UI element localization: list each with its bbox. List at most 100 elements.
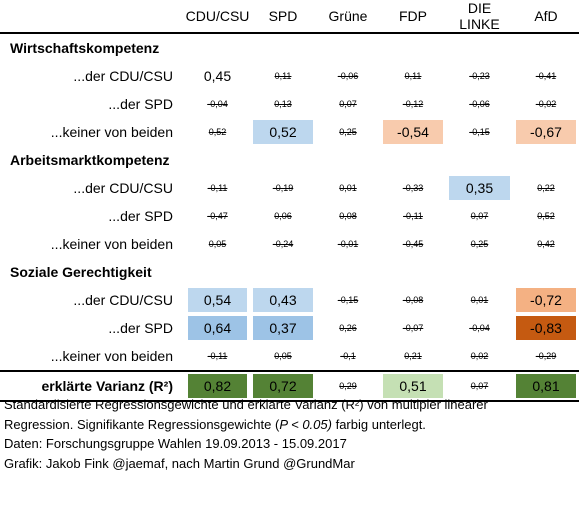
- row-die-linke-cell: -0,04: [446, 314, 513, 342]
- value-fill: -0,83: [516, 316, 576, 340]
- row-label: ...der CDU/CSU: [73, 68, 173, 84]
- table-row: ...der SPD -0,04 0,13 0,07 -0,12 -0,06 -0,02: [0, 90, 579, 118]
- non-significant-value: 0,01: [339, 183, 357, 193]
- table-row: ...keiner von beiden 0,05 -0,24 -0,01 -0,45 0…: [0, 230, 579, 258]
- row-cdu-csu-cell: 0,64: [185, 314, 250, 342]
- value-fill: 0,82: [188, 374, 247, 398]
- row-cdu-csu-cell: -0,11: [185, 174, 250, 202]
- significant-value: -0,54: [397, 124, 429, 140]
- value-fill: 0,11: [253, 64, 313, 88]
- non-significant-value: 0,25: [339, 127, 357, 137]
- value-fill: 0,29: [319, 374, 377, 398]
- row-fdp-cell: 0,11: [380, 62, 446, 90]
- header-afd: AfD: [513, 0, 579, 34]
- row-fdp-cell: -0,54: [380, 118, 446, 146]
- non-significant-value: -0,11: [403, 211, 423, 221]
- non-significant-value: -0,45: [402, 239, 424, 249]
- row-afd-cell: -0,67: [513, 118, 579, 146]
- row-spd-cell: 0,13: [250, 90, 316, 118]
- value-fill: 0,01: [449, 288, 510, 312]
- row-afd-cell: -0,41: [513, 62, 579, 90]
- value-fill: 0,07: [449, 374, 510, 398]
- figure-caption: Standardisierte Regressionsgewichte und …: [4, 395, 488, 473]
- row-gruene-cell: 0,07: [316, 90, 380, 118]
- row-afd-cell: 0,52: [513, 202, 579, 230]
- row-gruene-cell: 0,26: [316, 314, 380, 342]
- significant-value: 0,37: [269, 320, 297, 336]
- non-significant-value: -0,08: [402, 295, 424, 305]
- row-afd-cell: -0,83: [513, 314, 579, 342]
- table-row: ...der SPD -0,47 0,06 0,08 -0,11 0,07 0,52: [0, 202, 579, 230]
- non-significant-value: -0,24: [272, 239, 294, 249]
- value-fill: -0,72: [516, 288, 576, 312]
- non-significant-value: 0,42: [537, 239, 555, 249]
- non-significant-value: -0,11: [207, 183, 228, 193]
- value-fill: -0,45: [383, 232, 443, 256]
- value-fill: -0,24: [253, 232, 313, 256]
- value-fill: 0,06: [253, 204, 313, 228]
- value-fill: -0,04: [188, 92, 247, 116]
- table-row: ...der CDU/CSU 0,54 0,43 -0,15 -0,08 0,01 -0,7…: [0, 286, 579, 314]
- row-die-linke-cell: -0,15: [446, 118, 513, 146]
- row-cdu-csu-cell: -0,47: [185, 202, 250, 230]
- value-fill: -0,47: [188, 204, 247, 228]
- row-die-linke-cell: 0,07: [446, 202, 513, 230]
- row-gruene-cell: 0,25: [316, 118, 380, 146]
- value-fill: 0,21: [383, 344, 443, 368]
- non-significant-value: -0,12: [402, 99, 424, 109]
- section-title: Wirtschaftskompetenz: [10, 40, 160, 56]
- non-significant-value: -0,02: [535, 99, 557, 109]
- significant-value: 0,54: [203, 292, 232, 308]
- non-significant-value: 0,05: [208, 239, 227, 249]
- value-fill: -0,1: [319, 344, 377, 368]
- value-fill: 0,43: [253, 288, 313, 312]
- table-row: ...keiner von beiden -0,11 0,05 -0,1 0,21 0,0…: [0, 342, 579, 371]
- value-fill: 0,52: [188, 120, 247, 144]
- value-fill: 0,26: [319, 316, 377, 340]
- value-fill: -0,33: [383, 176, 443, 200]
- row-label: ...der SPD: [108, 96, 173, 112]
- row-gruene-cell: 0,08: [316, 202, 380, 230]
- non-significant-value: -0,04: [469, 323, 490, 333]
- value-fill: -0,06: [449, 92, 510, 116]
- header-cdu-csu: CDU/CSU: [185, 0, 250, 34]
- row-cdu-csu-cell: 0,45: [185, 62, 250, 90]
- value-fill: 0,54: [188, 288, 247, 312]
- row-spd-cell: 0,43: [250, 286, 316, 314]
- value-fill: -0,23: [449, 64, 510, 88]
- non-significant-value: 0,52: [537, 211, 555, 221]
- table-row: ...keiner von beiden 0,52 0,52 0,25 -0,54 -0,…: [0, 118, 579, 146]
- row-label: ...der CDU/CSU: [73, 180, 173, 196]
- non-significant-value: 0,52: [208, 127, 227, 137]
- value-fill: 0,45: [188, 64, 247, 88]
- header-fdp: FDP: [380, 0, 446, 34]
- row-gruene-cell: 0,01: [316, 174, 380, 202]
- row-label: ...der SPD: [108, 208, 173, 224]
- value-fill: -0,02: [516, 92, 576, 116]
- value-fill: -0,12: [383, 92, 443, 116]
- section-header-row: Wirtschaftskompetenz: [0, 33, 579, 62]
- row-cdu-csu-cell: -0,11: [185, 342, 250, 371]
- non-significant-value: -0,07: [402, 323, 424, 333]
- value-fill: -0,08: [383, 288, 443, 312]
- value-fill: 0,81: [516, 374, 576, 398]
- row-spd-cell: 0,52: [250, 118, 316, 146]
- non-significant-value: -0,47: [207, 211, 228, 221]
- significant-value: -0,67: [530, 124, 562, 140]
- row-fdp-cell: -0,07: [380, 314, 446, 342]
- row-cdu-csu-cell: 0,52: [185, 118, 250, 146]
- non-significant-value: 0,05: [274, 351, 292, 361]
- non-significant-value: -0,41: [535, 71, 557, 81]
- value-fill: 0,51: [383, 374, 443, 398]
- table-row: ...der SPD 0,64 0,37 0,26 -0,07 -0,04 -0,83: [0, 314, 579, 342]
- non-significant-value: -0,01: [337, 239, 359, 249]
- row-fdp-cell: -0,33: [380, 174, 446, 202]
- header-row: CDU/CSU SPD Grüne FDP DIE LINKE AfD: [0, 0, 579, 34]
- row-label: ...der CDU/CSU: [73, 292, 173, 308]
- caption-line-2-start: Regression. Signifikante Regressionsgewi…: [4, 416, 280, 432]
- value-fill: 0,08: [319, 204, 377, 228]
- non-significant-value: 0,01: [470, 295, 489, 305]
- row-cdu-csu-cell: -0,04: [185, 90, 250, 118]
- value-fill: 0,25: [449, 232, 510, 256]
- value-fill: 0,22: [516, 176, 576, 200]
